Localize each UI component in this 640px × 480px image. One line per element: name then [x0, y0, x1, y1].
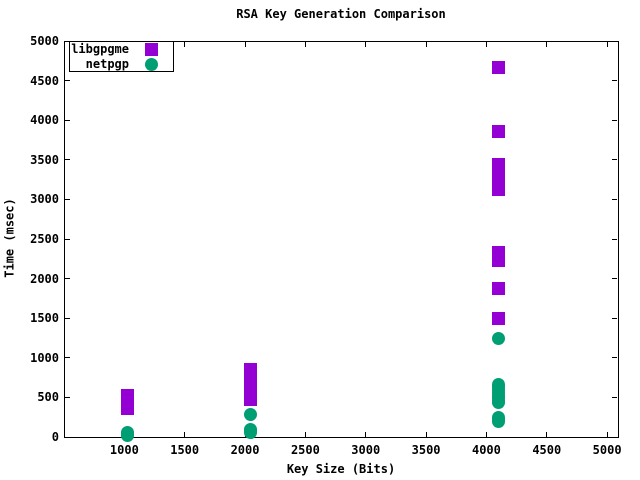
data-point-libgpgme — [491, 158, 505, 172]
y-tick-label: 5000 — [30, 34, 59, 48]
x-tick-mark — [184, 432, 186, 437]
y-tick-mark — [65, 159, 70, 161]
x-tick-label: 1500 — [170, 443, 200, 457]
data-point-libgpgme — [491, 245, 505, 259]
data-point-netpgp — [491, 410, 505, 424]
y-tick-label: 4500 — [30, 73, 59, 88]
x-tick-mark-top — [184, 42, 186, 47]
x-tick-label: 5000 — [592, 443, 622, 457]
x-tick-mark-top — [485, 42, 487, 47]
x-tick-mark — [485, 432, 487, 437]
data-point-netpgp — [120, 426, 134, 440]
x-tick-mark — [365, 432, 367, 437]
x-tick-label: 3000 — [351, 443, 381, 457]
data-point-libgpgme — [120, 388, 134, 402]
y-tick-label: 2500 — [30, 232, 59, 246]
y-tick-mark-right — [612, 317, 617, 319]
circle-marker-icon — [144, 58, 158, 71]
chart-title: RSA Key Generation Comparison — [236, 7, 446, 21]
data-point-libgpgme — [491, 124, 505, 138]
x-axis-label: Key Size (Bits) — [286, 462, 396, 476]
data-point-netpgp — [244, 422, 258, 436]
legend-row-libgpgme: libgpgme — [70, 42, 173, 57]
x-tick-mark — [425, 432, 427, 437]
x-tick-label: 3500 — [411, 443, 441, 457]
y-tick-mark-right — [612, 436, 617, 438]
y-tick-label: 0 — [51, 430, 59, 444]
y-tick-mark — [65, 238, 70, 240]
x-tick-mark-top — [304, 42, 306, 47]
y-tick-mark-right — [612, 278, 617, 280]
x-tick-label: 2000 — [230, 443, 260, 457]
legend-swatch-wrap — [129, 58, 173, 71]
y-tick-mark — [65, 396, 70, 398]
y-tick-mark — [65, 317, 70, 319]
x-tick-mark-top — [606, 42, 608, 47]
y-tick-label: 1000 — [30, 350, 59, 365]
y-tick-label: 3500 — [30, 152, 59, 167]
x-tick-mark-top — [546, 42, 548, 47]
x-tick-label: 4000 — [471, 443, 501, 457]
x-tick-mark-top — [425, 42, 427, 47]
x-tick-mark — [546, 432, 548, 437]
x-tick-label: 1000 — [109, 443, 139, 457]
y-tick-mark-right — [612, 396, 617, 398]
legend-box: libgpgme netpgp — [69, 41, 174, 72]
data-point-netpgp — [491, 377, 505, 391]
data-point-libgpgme — [491, 311, 505, 325]
y-tick-mark — [65, 40, 70, 42]
y-tick-mark-right — [612, 119, 617, 121]
data-point-libgpgme — [244, 363, 258, 377]
data-point-libgpgme — [491, 281, 505, 295]
y-tick-mark-right — [612, 40, 617, 42]
y-tick-label: 4000 — [30, 113, 59, 128]
legend-label-libgpgme: libgpgme — [71, 42, 129, 56]
plot-area-border — [64, 41, 619, 438]
legend-row-netpgp: netpgp — [70, 57, 173, 72]
y-tick-label: 3000 — [30, 192, 59, 207]
x-tick-label: 4500 — [532, 443, 562, 457]
square-marker-icon — [144, 43, 158, 56]
y-tick-label: 2000 — [30, 271, 59, 286]
y-tick-mark-right — [612, 238, 617, 240]
legend-label-netpgp: netpgp — [85, 57, 129, 71]
y-tick-mark — [65, 357, 70, 359]
y-tick-mark-right — [612, 357, 617, 359]
data-point-libgpgme — [491, 61, 505, 75]
data-point-netpgp — [491, 331, 505, 345]
y-tick-label: 500 — [37, 390, 59, 405]
x-tick-label: 2500 — [290, 443, 320, 457]
y-tick-label: 1500 — [30, 311, 59, 326]
legend-swatch-wrap — [129, 43, 173, 56]
y-tick-mark-right — [612, 159, 617, 161]
y-tick-mark — [65, 119, 70, 121]
x-tick-mark-top — [365, 42, 367, 47]
y-tick-mark — [65, 278, 70, 280]
y-tick-mark-right — [612, 198, 617, 200]
x-tick-mark-top — [244, 42, 246, 47]
y-tick-mark-right — [612, 80, 617, 82]
y-tick-mark — [65, 198, 70, 200]
x-tick-mark — [304, 432, 306, 437]
data-point-netpgp — [244, 408, 258, 422]
y-tick-mark — [65, 436, 70, 438]
x-tick-mark — [606, 432, 608, 437]
y-tick-mark — [65, 80, 70, 82]
